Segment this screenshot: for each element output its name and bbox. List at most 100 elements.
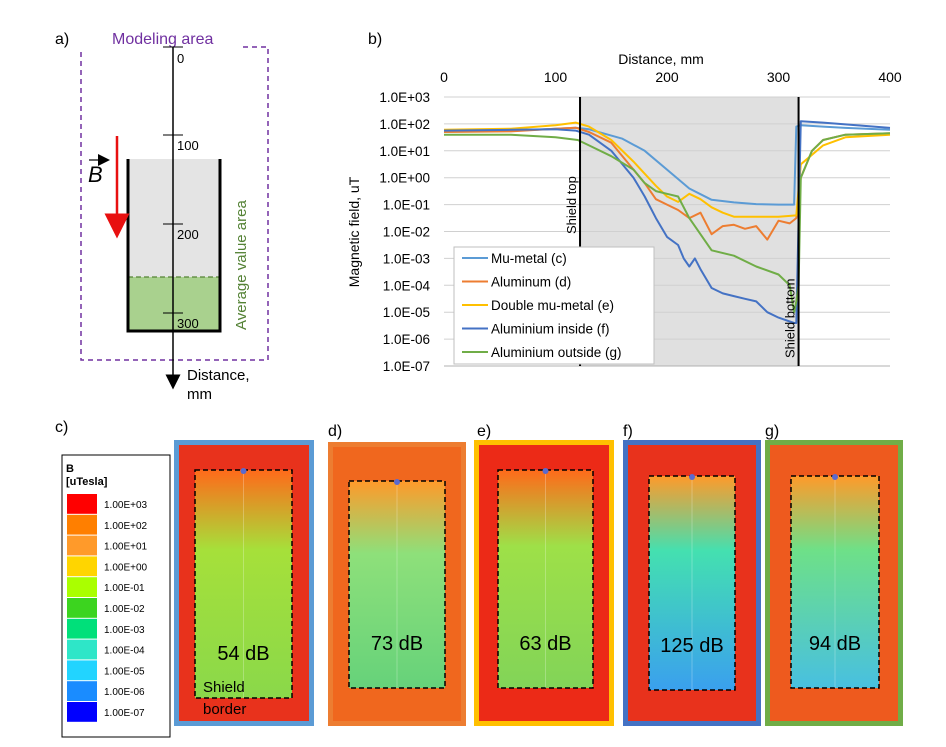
tick-label-100: 100 xyxy=(177,138,199,153)
series-line xyxy=(444,132,891,314)
colorbar-label: 1.00E+02 xyxy=(104,521,148,532)
shield-marker-label: Shield bottom xyxy=(783,279,798,359)
x-tick-labels: 0 100 200 300 400 xyxy=(440,69,902,85)
colorbar-swatch xyxy=(67,681,97,701)
field-map: 63 dB e) xyxy=(474,423,614,726)
sensor-point xyxy=(542,468,549,474)
x-tick-label: 100 xyxy=(544,69,568,85)
legend-entry: Aluminum (d) xyxy=(491,275,571,290)
colorbar: B[uTesla] 1.00E+03 1.00E+02 1.00E+01 1.00E+0… xyxy=(61,454,171,738)
average-value-fill xyxy=(128,277,220,331)
colorbar-swatch xyxy=(67,514,97,535)
axis-label-distance: Distance, xyxy=(187,367,250,384)
colorbar-label: 1.00E+00 xyxy=(104,562,148,573)
field-map-interior xyxy=(649,476,735,690)
field-map-interior xyxy=(791,476,879,688)
shield-border-outline xyxy=(497,469,594,689)
legend-entry: Aluminium inside (f) xyxy=(491,322,610,337)
map-panel-label: d) xyxy=(328,423,342,440)
y-tick-label: 1.0E-06 xyxy=(383,332,430,347)
colorbar-swatch xyxy=(67,660,97,681)
field-map: 54 dB Shield border xyxy=(174,440,314,726)
colorbar-swatch xyxy=(67,618,97,639)
legend-entry: Double mu-metal (e) xyxy=(491,298,614,313)
y-axis-title: Magnetic field, uT xyxy=(346,176,362,287)
colorbar-label: 1.00E-06 xyxy=(104,687,145,698)
colorbar-label: 1.00E+03 xyxy=(104,500,148,511)
modeling-area-label: Modeling area xyxy=(112,31,214,48)
colorbar-title-b: B xyxy=(66,463,74,475)
field-map: 94 dB g) xyxy=(765,423,903,726)
legend-entry: Mu-metal (c) xyxy=(491,251,567,266)
x-tick-label: 200 xyxy=(655,69,679,85)
colorbar-swatch xyxy=(67,702,97,722)
panel-c-label: c) xyxy=(55,419,68,436)
colorbar-swatch xyxy=(67,556,97,577)
colorbar-label: 1.00E+01 xyxy=(104,542,148,553)
colorbar-swatch xyxy=(67,494,97,514)
average-value-label: Average value area xyxy=(233,200,250,330)
y-tick-label: 1.0E-01 xyxy=(383,198,430,213)
b-field-symbol: B xyxy=(88,162,103,187)
shield-cup xyxy=(126,159,222,333)
panel-b-label: b) xyxy=(368,31,382,48)
tick-label-300: 300 xyxy=(177,316,199,331)
y-tick-label: 1.0E+02 xyxy=(379,117,430,132)
y-tick-label: 1.0E+01 xyxy=(379,144,430,159)
y-tick-label: 1.0E-07 xyxy=(383,359,430,374)
colorbar-label: 1.00E-02 xyxy=(104,604,145,615)
panel-a-label: a) xyxy=(55,31,69,48)
shield-marker-label: Shield top xyxy=(564,176,579,234)
shielding-db-label: 94 dB xyxy=(809,633,861,655)
colorbar-label: 1.00E-04 xyxy=(104,646,145,657)
field-map-interior xyxy=(195,470,292,698)
field-map: 73 dB d) xyxy=(328,423,466,726)
colorbar-swatch xyxy=(67,598,97,618)
modeling-area-label-bg xyxy=(80,30,240,50)
tick-label-200: 200 xyxy=(177,227,199,242)
sensor-point xyxy=(240,468,247,474)
colorbar-label: 1.00E-07 xyxy=(104,708,145,719)
panel-a: a) Modeling area 0 100 200 300 Distance,… xyxy=(55,30,269,403)
field-maps: 54 dB Shield border 73 dB d) 63 dB e) 125 dB f) 9… xyxy=(174,423,903,726)
field-map-interior xyxy=(498,470,593,688)
y-tick-label: 1.0E-05 xyxy=(383,305,430,320)
map-panel-label: g) xyxy=(765,423,779,440)
panel-c: c) B[uTesla] 1.00E+03 1.00E+02 1.00E+01 1.00… xyxy=(55,419,903,738)
y-tick-labels: 1.0E+03 1.0E+02 1.0E+01 1.0E+00 1.0E-01 1.0E-… xyxy=(379,90,430,374)
panel-b: b) Distance, mm 0 100 200 300 400 Magnetic f… xyxy=(346,31,902,374)
legend: Mu-metal (c) Aluminum (d) Double mu-metal … xyxy=(453,246,655,365)
shielding-db-label: 63 dB xyxy=(519,633,571,655)
shield-border-label: border xyxy=(203,701,246,718)
y-tick-label: 1.0E+00 xyxy=(379,171,430,186)
sensor-point xyxy=(832,474,838,480)
colorbar-title-unit: [uTesla] xyxy=(66,476,108,488)
colorbar-label: 1.00E-05 xyxy=(104,666,145,677)
shield-markers: Shield top Shield bottom xyxy=(564,97,800,366)
colorbar-label: 1.00E-03 xyxy=(104,625,145,636)
y-tick-label: 1.0E-03 xyxy=(383,251,430,266)
y-tick-label: 1.0E+03 xyxy=(379,90,430,105)
y-tick-label: 1.0E-02 xyxy=(383,225,430,240)
shielding-db-label: 73 dB xyxy=(371,633,423,655)
colorbar-swatch xyxy=(67,535,97,556)
axis-label-mm: mm xyxy=(187,386,212,403)
map-panel-label: f) xyxy=(623,423,633,440)
shield-border-label: Shield xyxy=(203,679,245,696)
sensor-point xyxy=(689,474,695,480)
y-tick-label: 1.0E-04 xyxy=(383,278,431,293)
x-tick-label: 0 xyxy=(440,69,448,85)
shielding-db-label: 125 dB xyxy=(660,635,723,657)
x-tick-label: 400 xyxy=(878,69,902,85)
colorbar-swatch xyxy=(67,577,97,597)
colorbar-label: 1.00E-01 xyxy=(104,583,145,594)
tick-label-0: 0 xyxy=(177,51,184,66)
x-tick-label: 300 xyxy=(767,69,791,85)
field-map: 125 dB f) xyxy=(623,423,761,726)
legend-entry: Aluminium outside (g) xyxy=(491,345,622,360)
colorbar-swatch xyxy=(67,639,97,660)
field-map-interior xyxy=(349,481,445,688)
x-axis-title: Distance, mm xyxy=(618,51,704,67)
series-line xyxy=(443,120,891,324)
